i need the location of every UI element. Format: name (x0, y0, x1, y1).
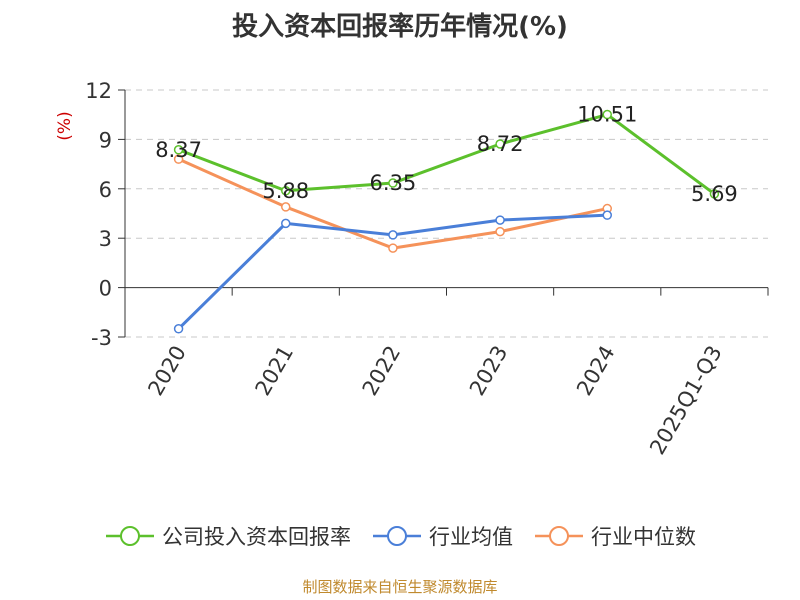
axes: -3 0 3 6 9 12 2020 2021 2022 2023 2024 2025Q1-Q3 (%) (55, 79, 769, 459)
legend-item: 行业中位数 (533, 521, 696, 551)
data-point (173, 324, 184, 334)
chart-title: 投入资本回报率历年情况(%) (232, 12, 568, 42)
x-tick-label: 2025Q1-Q3 (645, 342, 727, 459)
series-lines (173, 109, 720, 334)
y-axis-title: (%) (55, 111, 75, 140)
legend: 公司投入资本回报率 行业均值 行业中位数 (0, 518, 800, 554)
legend-label: 行业均值 (429, 525, 513, 549)
y-tick-label: -3 (91, 326, 112, 350)
legend-label: 行业中位数 (591, 525, 696, 549)
data-point (388, 230, 398, 240)
x-tick-label: 2020 (143, 342, 191, 400)
data-point (388, 178, 398, 188)
legend-line-marker-icon (373, 526, 421, 546)
data-label: 6.35 (370, 171, 417, 195)
y-tick-label: 3 (99, 227, 112, 251)
y-tick-label: 6 (99, 178, 112, 202)
data-point (495, 139, 505, 149)
data-point (173, 154, 184, 164)
data-label: 5.69 (691, 182, 738, 206)
data-point (173, 145, 184, 155)
legend-line-marker-icon (535, 526, 583, 546)
data-label: 8.72 (477, 132, 524, 156)
legend-line-marker-icon (106, 526, 154, 546)
y-tick-label: 9 (99, 128, 112, 152)
data-point (281, 186, 291, 196)
data-point (602, 210, 612, 220)
legend-item: 公司投入资本回报率 (104, 521, 351, 551)
data-point (281, 202, 291, 212)
data-label: 5.88 (262, 179, 309, 203)
data-point (495, 226, 505, 237)
y-tick-label: 0 (99, 277, 112, 301)
data-point (602, 109, 612, 120)
data-label: 8.37 (155, 138, 202, 162)
x-tick-label: 2024 (572, 342, 620, 400)
x-tick-label: 2021 (251, 342, 299, 400)
data-point (709, 189, 720, 199)
data-point (281, 218, 291, 229)
x-tick-label: 2023 (465, 342, 513, 400)
legend-label: 公司投入资本回报率 (162, 525, 351, 549)
series-line (178, 113, 716, 196)
data-point (495, 215, 505, 225)
data-label: 10.51 (577, 103, 637, 127)
source-note: 制图数据来自恒生聚源数据库 (302, 578, 498, 596)
grid-lines (125, 89, 768, 338)
x-tick-label: 2022 (358, 342, 406, 400)
legend-item: 行业均值 (371, 521, 513, 551)
data-labels: 8.37 5.88 6.35 8.72 10.51 5.69 (155, 103, 738, 206)
y-tick-label: 12 (85, 79, 112, 103)
data-point (388, 243, 398, 253)
